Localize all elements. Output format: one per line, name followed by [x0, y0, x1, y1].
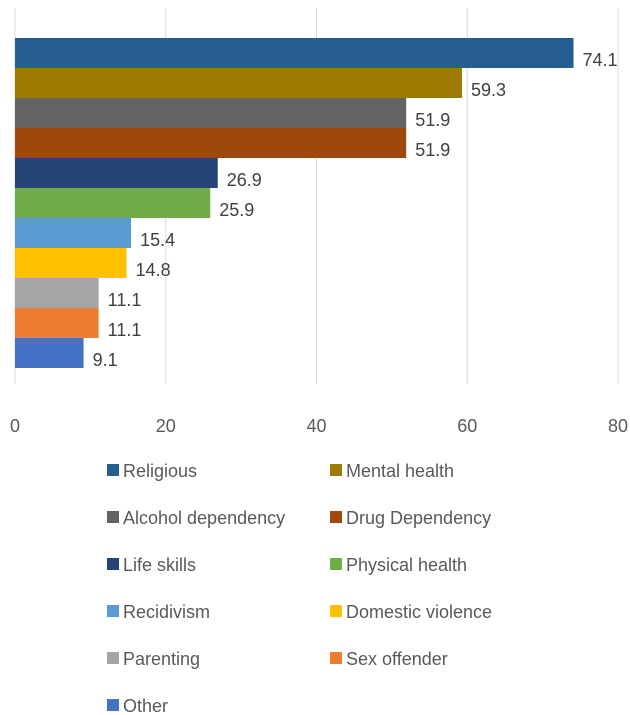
legend-label: Drug Dependency: [346, 508, 491, 528]
legend-swatch: [107, 511, 119, 523]
legend-label: Religious: [123, 461, 197, 481]
data-label: 51.9: [415, 110, 450, 130]
bar: [15, 68, 462, 98]
x-tick-label: 40: [306, 416, 326, 436]
legend-swatch: [107, 464, 119, 476]
x-tick-label: 60: [457, 416, 477, 436]
bar: [15, 338, 84, 368]
legend-swatch: [107, 605, 119, 617]
bar: [15, 188, 211, 218]
data-label: 15.4: [140, 230, 175, 250]
bar: [15, 248, 127, 278]
legend-label: Parenting: [123, 649, 200, 669]
data-label: 51.9: [415, 140, 450, 160]
legend-label: Mental health: [346, 461, 454, 481]
bar: [15, 158, 218, 188]
data-label: 9.1: [93, 350, 118, 370]
legend-swatch: [107, 652, 119, 664]
legend: Religious Mental health Alcohol dependency…: [107, 461, 492, 715]
x-tick-label: 0: [10, 416, 20, 436]
legend-swatch: [330, 511, 342, 523]
legend-label: Other: [123, 696, 168, 715]
data-label: 11.1: [108, 290, 142, 310]
legend-swatch: [330, 558, 342, 570]
data-label: 25.9: [219, 200, 254, 220]
legend-swatch: [330, 605, 342, 617]
legend-label: Physical health: [346, 555, 467, 575]
legend-swatch: [107, 699, 119, 711]
bar: [15, 98, 407, 128]
legend-label: Sex offender: [346, 649, 448, 669]
bar: [15, 278, 99, 308]
legend-swatch: [107, 558, 119, 570]
bar: [15, 38, 574, 68]
data-labels: 74.1 59.3 51.9 51.9 26.9 25.9 15.4 14.8 11.1 11.1…: [93, 50, 618, 370]
legend-label: Recidivism: [123, 602, 210, 622]
bar: [15, 308, 99, 338]
x-tick-label: 80: [608, 416, 628, 436]
data-label: 59.3: [471, 80, 506, 100]
data-label: 26.9: [227, 170, 262, 190]
x-tick-label: 20: [156, 416, 176, 436]
legend-label: Life skills: [123, 555, 196, 575]
bar: [15, 218, 132, 248]
legend-swatch: [330, 464, 342, 476]
legend-label: Domestic violence: [346, 602, 492, 622]
x-axis-ticks: 0 20 40 60 80: [10, 416, 628, 436]
legend-swatch: [330, 652, 342, 664]
legend-label: Alcohol dependency: [123, 508, 285, 528]
bars: [15, 38, 574, 368]
bar: [15, 128, 407, 158]
data-label: 11.1: [108, 320, 142, 340]
data-label: 74.1: [583, 50, 618, 70]
data-label: 14.8: [136, 260, 171, 280]
